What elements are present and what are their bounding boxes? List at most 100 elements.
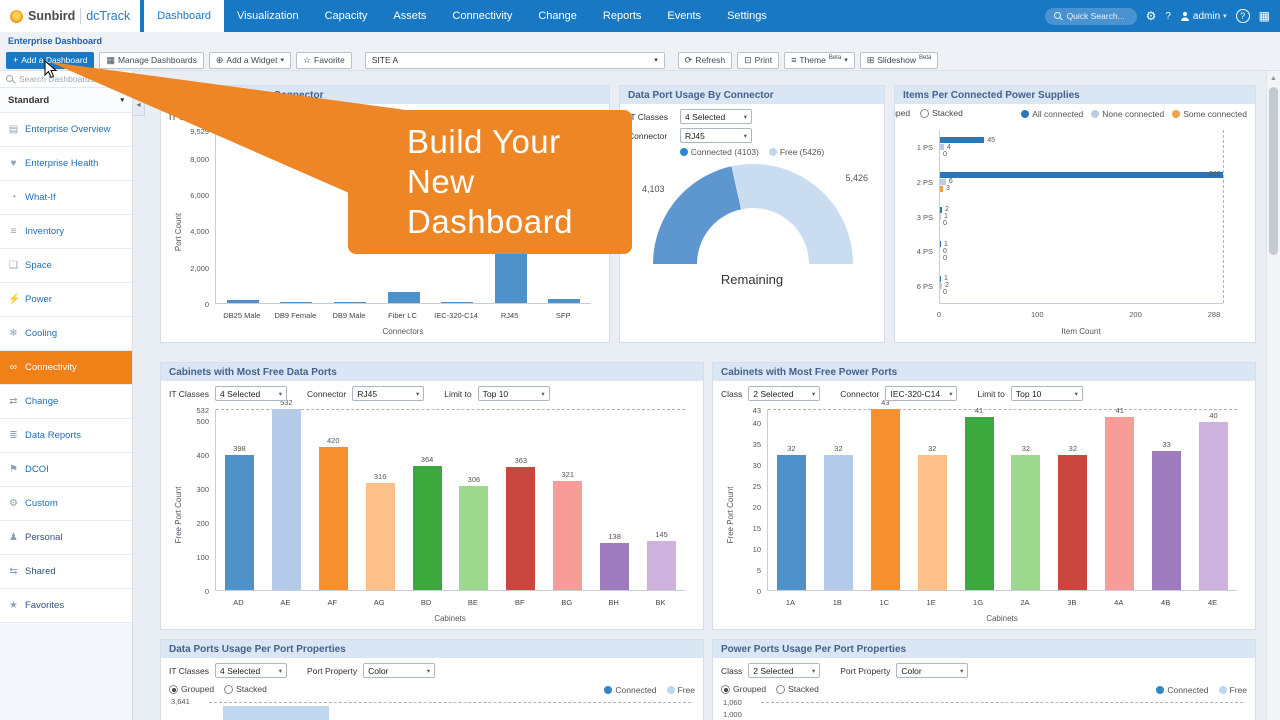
manage-dashboards-button[interactable]: ▦ Manage Dashboards (99, 51, 204, 69)
favorite-button[interactable]: ☆ Favorite (295, 51, 352, 69)
refresh-button[interactable]: ⟳ Refresh (677, 51, 733, 69)
chevron-down-icon: ▾ (743, 113, 747, 121)
filter-label: Port Property (307, 665, 358, 676)
sidebar-item-label: Power (25, 294, 52, 305)
sidebar-search-input[interactable]: Search Dashboards... (0, 71, 132, 88)
sidebar-item-enterprise-overview[interactable]: ▤ Enterprise Overview (0, 113, 132, 147)
axis-tick-label: 200 (196, 518, 209, 528)
tab-assets[interactable]: Assets (393, 10, 427, 22)
app-logo[interactable]: Sunbird dcTrack (0, 0, 141, 32)
bar-iec-320-c14 (441, 302, 474, 303)
filter-select-limit-to[interactable]: Top 10 ▾ (477, 386, 550, 401)
radio-option-grouped[interactable]: Grouped (721, 684, 766, 694)
sidebar-item-personal[interactable]: ♟ Personal (0, 521, 132, 555)
tab-reports[interactable]: Reports (602, 10, 642, 22)
legend-label: Connected (1167, 685, 1209, 695)
sidebar-item-power[interactable]: ⚡ Power (0, 283, 132, 317)
share-icon: ⇆ (9, 566, 18, 577)
print-button[interactable]: ⊡ Print (737, 51, 780, 69)
widget-filters: IT Classes 4 Selected ▾ Connector RJ45 ▾ (628, 109, 752, 143)
sidebar-group-standard[interactable]: Standard ▾ (0, 88, 132, 113)
tab-connectivity[interactable]: Connectivity (452, 10, 513, 22)
button-label: Print (754, 55, 773, 65)
axis-tick-label: 43 (752, 406, 761, 415)
tab-dashboard[interactable]: Dashboard (144, 0, 225, 32)
axis-category-label: 4E (1207, 598, 1218, 607)
axis-category-label: 3 PS (916, 212, 933, 222)
bar-1c (870, 409, 900, 590)
filter-select-it-classes[interactable]: 4 Selected ▾ (215, 109, 287, 124)
filter-select-limit-to[interactable]: Top 10 ▾ (1010, 386, 1083, 401)
plot-area: 32 32 43 32 41 32 32 41 33 40 (767, 398, 1237, 591)
sidebar-collapse-button[interactable]: ◂ (133, 92, 145, 116)
filter-select-it-classes[interactable]: 4 Selected ▾ (215, 663, 287, 678)
filter-select-class[interactable]: 2 Selected ▾ (748, 386, 821, 401)
tab-capacity[interactable]: Capacity (324, 10, 368, 22)
button-label: Theme (799, 55, 826, 65)
gear-icon[interactable]: ⚙ (1145, 9, 1157, 23)
sidebar-item-cooling[interactable]: ❄ Cooling (0, 317, 132, 351)
filter-select-class[interactable]: 2 Selected ▾ (748, 663, 821, 678)
sidebar-item-dcoi[interactable]: ⚑ DCOI (0, 453, 132, 487)
sidebar-item-space[interactable]: ❏ Space (0, 249, 132, 283)
radio-label: Stacked (788, 684, 819, 694)
scroll-up-icon[interactable]: ▲ (1270, 74, 1277, 82)
axis-tick-label: 500 (196, 416, 209, 426)
filter-select-it-classes[interactable]: 4 Selected ▾ (680, 109, 752, 124)
bar-db9-female (280, 302, 313, 303)
theme-button[interactable]: ≡ Theme Beta ▾ (784, 51, 855, 69)
top-nav: Sunbird dcTrack Dashboard Visualization Ca… (0, 0, 1280, 32)
question-icon[interactable]: ? (1165, 10, 1171, 22)
sidebar-item-enterprise-health[interactable]: ♥ Enterprise Health (0, 147, 132, 181)
sidebar-item-inventory[interactable]: ≡ Inventory (0, 215, 132, 249)
bar-value-label: 0 (943, 150, 947, 158)
tab-events[interactable]: Events (667, 10, 702, 22)
scrollbar-thumb[interactable] (1269, 87, 1278, 255)
sidebar-item-custom[interactable]: ⚙ Custom (0, 487, 132, 521)
filter-select-port-property[interactable]: Color ▾ (363, 663, 436, 678)
add-dashboard-button[interactable]: + Add a Dashboard (6, 51, 95, 69)
bar-value-label: 43 (881, 398, 890, 407)
filter-select-connector[interactable]: RJ45 ▾ (352, 386, 425, 401)
sidebar-item-what-if[interactable]: ◔ What-If (0, 181, 132, 215)
sidebar-item-favorites[interactable]: ★ Favorites (0, 589, 132, 623)
filter-select-connector[interactable]: RJ45 ▾ (680, 128, 752, 143)
filter-select-port-property[interactable]: Color ▾ (896, 663, 969, 678)
bar-bg (553, 480, 583, 590)
legend-dot-icon (604, 686, 613, 694)
vertical-scrollbar[interactable]: ▲ (1266, 71, 1280, 720)
filter-select-connector[interactable]: IEC-320-C14 ▾ (885, 386, 958, 401)
apps-grid-icon[interactable]: ▦ (1258, 9, 1270, 23)
chart-legend: Connected Free (1156, 685, 1247, 695)
sidebar-item-shared[interactable]: ⇆ Shared (0, 555, 132, 589)
user-menu[interactable]: admin ▾ (1180, 11, 1227, 22)
sidebar-item-data-reports[interactable]: ≣ Data Reports (0, 419, 132, 453)
radio-option-grouped[interactable]: Grouped (895, 108, 910, 118)
radio-option-stacked[interactable]: Stacked (224, 684, 267, 694)
widget-data-port-usage-by-connector: Data Port Usage By Connector IT Classes 4… (619, 85, 885, 343)
radio-option-grouped[interactable]: Grouped (169, 684, 214, 694)
bar-db25-male (226, 300, 259, 303)
radio-option-stacked[interactable]: Stacked (920, 108, 963, 118)
filter-select-it-classes[interactable]: 4 Selected ▾ (215, 386, 287, 401)
radio-option-stacked[interactable]: Stacked (776, 684, 819, 694)
bar-value-label: 363 (514, 455, 528, 465)
quick-search-input[interactable]: Quick Search... (1044, 7, 1137, 25)
widget-filters: IT Classes 4 Selected ▾ Connector RJ45 ▾ Limit… (169, 386, 550, 401)
add-widget-button[interactable]: ⊕ Add a Widget ▾ (208, 51, 291, 69)
bar-bf (506, 466, 536, 590)
max-value-gridline (761, 702, 1243, 703)
tab-visualization[interactable]: Visualization (237, 10, 299, 22)
bar-bh (600, 543, 630, 590)
sidebar-item-connectivity[interactable]: ∞ Connectivity (0, 351, 132, 385)
tab-change[interactable]: Change (538, 10, 577, 22)
sidebar-item-label: Inventory (25, 226, 65, 237)
tab-settings[interactable]: Settings (727, 10, 767, 22)
sidebar-item-label: Personal (25, 532, 63, 543)
brand-dctrack: dcTrack (86, 9, 131, 23)
site-select[interactable]: SITE A ▾ (364, 51, 665, 69)
sidebar-item-change[interactable]: ⇄ Change (0, 385, 132, 419)
help-icon[interactable]: ? (1235, 9, 1250, 23)
widget-filters: Class 2 Selected ▾ Connector IEC-320-C14 ▾ Lim… (721, 386, 1083, 401)
slideshow-button[interactable]: ⊞ Slideshow Beta (859, 51, 939, 69)
